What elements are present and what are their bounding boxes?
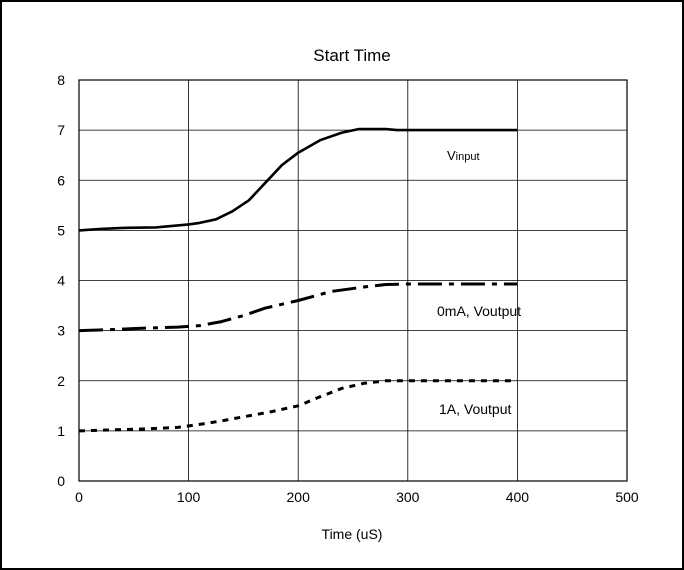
series-line-2 — [78, 379, 518, 433]
x-tick-label: 400 — [506, 489, 530, 505]
x-tick-label: 100 — [177, 489, 201, 505]
x-tick-label: 0 — [75, 489, 83, 505]
series-label-vinput-sub: input — [456, 151, 480, 163]
y-tick-label: 2 — [57, 373, 65, 389]
x-tick-label: 500 — [615, 489, 639, 505]
x-tick-label: 200 — [287, 489, 311, 505]
series-label-vinput-main: V — [447, 148, 456, 163]
y-tick-label: 8 — [57, 72, 65, 88]
series-line-1 — [78, 282, 518, 333]
tick-labels: 0 100 200 300 400 500 0 1 2 3 4 5 6 7 8 — [57, 72, 639, 505]
series-label-1a-voutput: 1A, Voutput — [439, 401, 512, 417]
y-tick-label: 4 — [57, 273, 65, 289]
y-tick-label: 3 — [57, 323, 65, 339]
x-axis-label: Time (uS) — [322, 526, 383, 542]
x-tick-label: 300 — [396, 489, 420, 505]
y-tick-label: 7 — [57, 122, 65, 138]
chart-title: Start Time — [313, 46, 390, 65]
plot-border — [78, 79, 628, 482]
series-line-0 — [78, 127, 518, 232]
series-label-vinput: Vinput — [447, 148, 480, 163]
grid — [79, 80, 627, 481]
series-label-0ma-voutput: 0mA, Voutput — [437, 303, 521, 319]
y-tick-label: 5 — [57, 222, 65, 238]
y-tick-label: 0 — [57, 473, 65, 489]
y-tick-label: 6 — [57, 172, 65, 188]
series-group — [78, 127, 518, 433]
y-tick-label: 1 — [57, 423, 65, 439]
